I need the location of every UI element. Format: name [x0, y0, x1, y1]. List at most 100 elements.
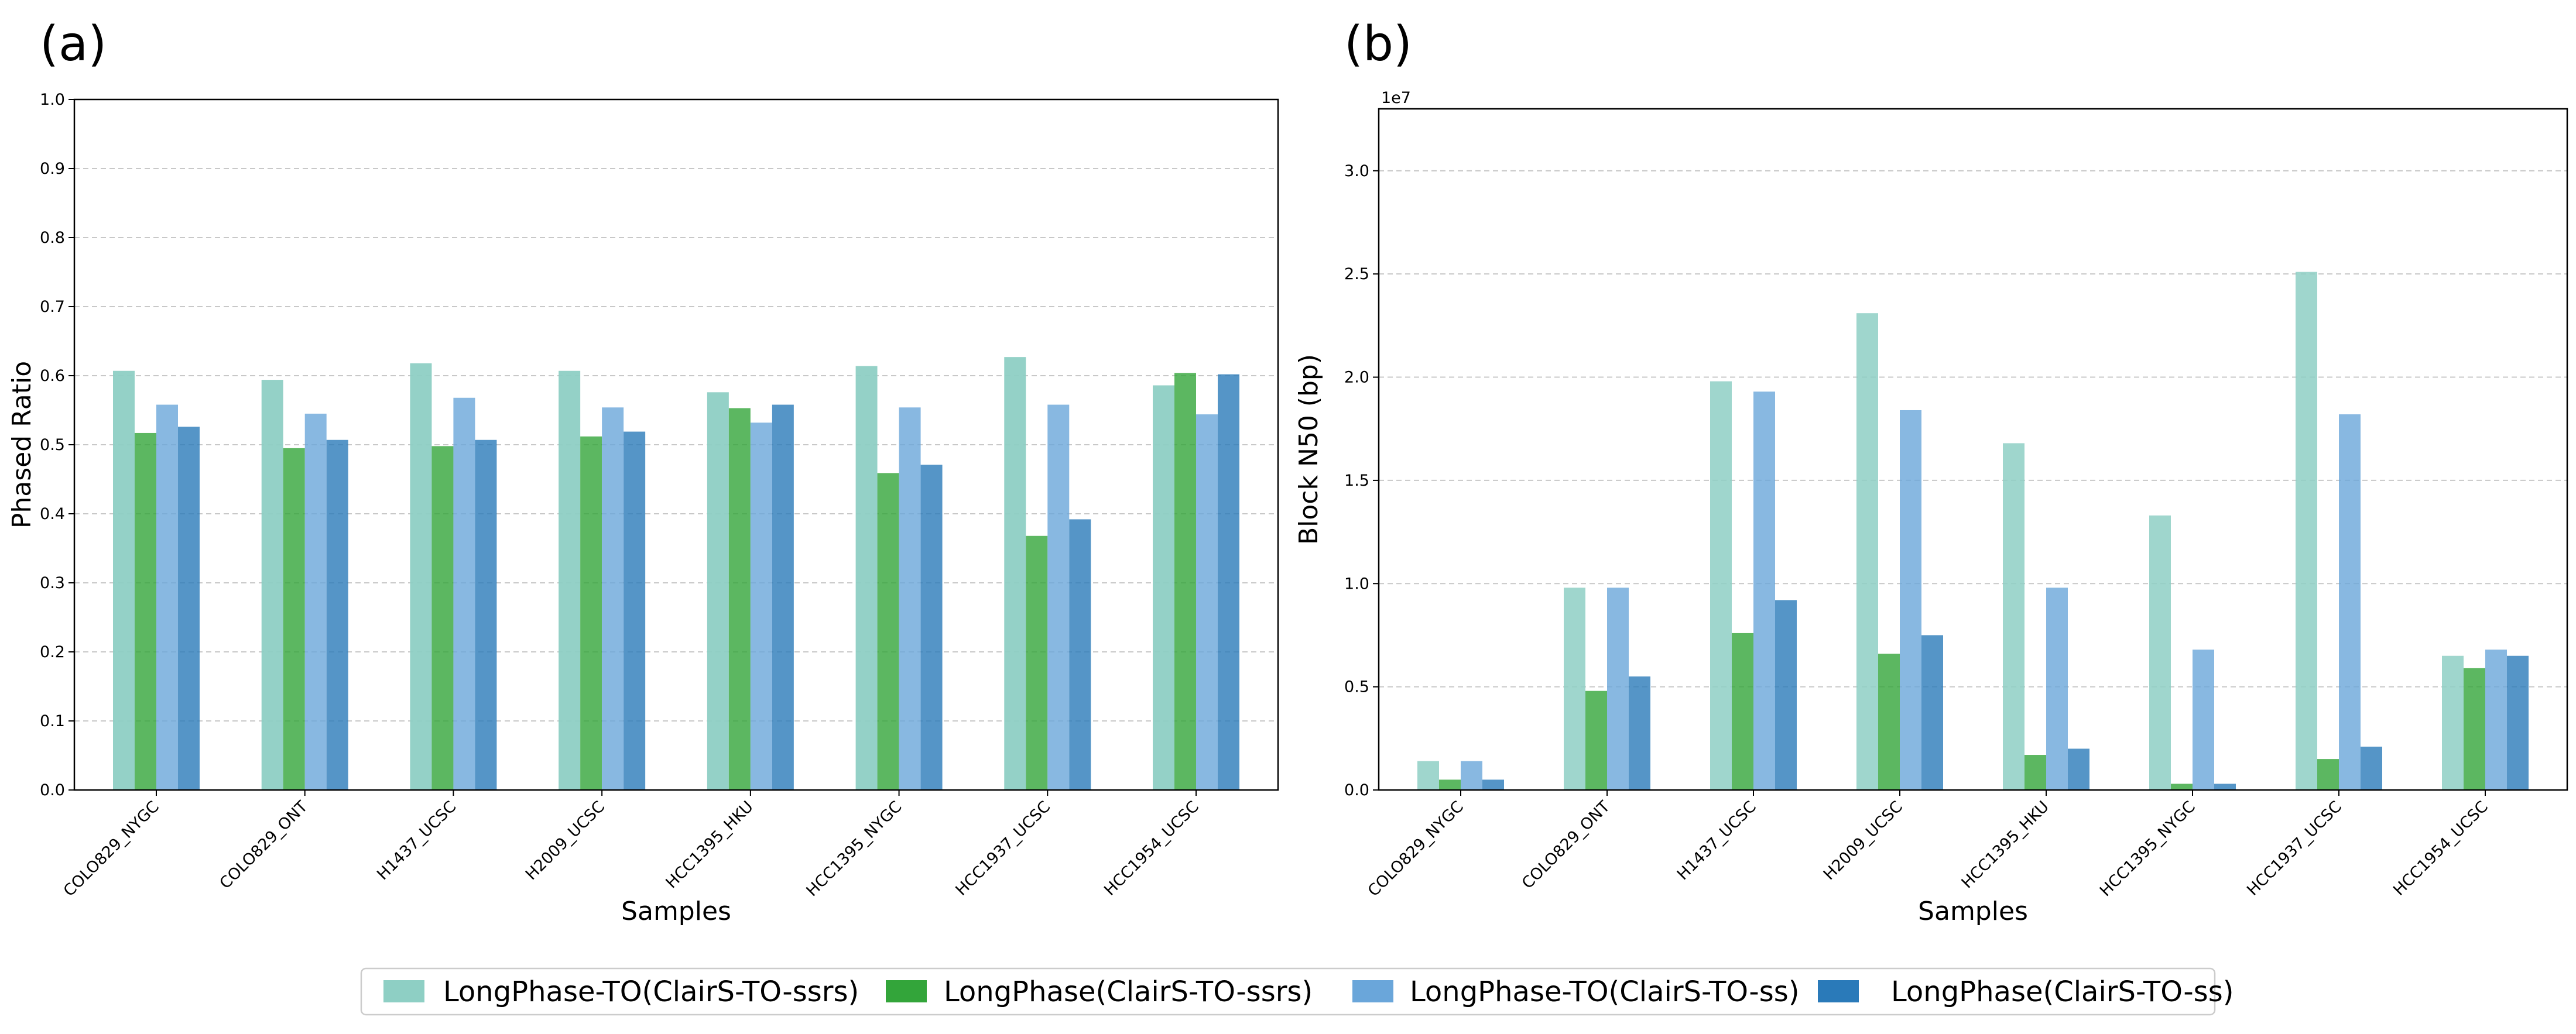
y-tick-label: 0.8 [40, 229, 65, 247]
bar-3-H2009_UCSC [1921, 635, 1943, 790]
bar-3-COLO829_NYGC [1482, 779, 1504, 790]
y-offset-label: 1e7 [1381, 89, 1411, 107]
legend-swatch-2 [1352, 980, 1393, 1002]
y-tick-label: 0.7 [40, 298, 65, 316]
bar-2-H2009_UCSC [602, 407, 624, 790]
bar-2-COLO829_NYGC [156, 404, 178, 790]
panel-label: (b) [1344, 16, 1412, 72]
bar-3-HCC1395_HKU [772, 404, 794, 790]
x-tick-label: H1437_UCSC [1674, 798, 1760, 884]
bar-3-HCC1395_NYGC [920, 465, 943, 790]
bar-1-COLO829_NYGC [135, 432, 156, 790]
bar-3-HCC1937_UCSC [1069, 519, 1091, 790]
x-tick-label: HCC1937_UCSC [2243, 798, 2345, 899]
bar-0-COLO829_NYGC [1417, 761, 1439, 790]
bar-1-H1437_UCSC [431, 446, 454, 790]
bar-2-COLO829_ONT [1607, 588, 1629, 790]
bar-2-HCC1954_UCSC [2485, 650, 2507, 790]
bar-1-COLO829_NYGC [1439, 779, 1461, 790]
y-tick-label: 0.1 [40, 712, 65, 730]
bar-0-COLO829_ONT [261, 380, 283, 790]
x-tick-label: H2009_UCSC [522, 798, 608, 884]
x-tick-label: HCC1954_UCSC [2390, 798, 2492, 899]
x-tick-label: HCC1937_UCSC [952, 798, 1054, 899]
bar-2-HCC1395_NYGC [2193, 650, 2214, 790]
y-tick-label: 0.2 [40, 643, 65, 661]
bar-3-COLO829_ONT [326, 439, 348, 790]
x-tick-label: COLO829_NYGC [1365, 798, 1467, 900]
bar-0-H2009_UCSC [559, 370, 581, 790]
y-tick-label: 1.0 [1344, 575, 1369, 593]
y-tick-label: 0.3 [40, 574, 65, 592]
x-tick-label: COLO829_NYGC [60, 798, 163, 900]
bar-2-COLO829_NYGC [1461, 761, 1482, 790]
panel-b-chart: (b) 0.0 0.5 1.0 1.5 2.0 2.5 3.0 1e7 COLO829_NYGC C… [1294, 16, 2568, 926]
bar-3-HCC1395_HKU [2068, 748, 2089, 790]
bar-2-HCC1937_UCSC [1047, 404, 1070, 790]
y-tick-label: 0.9 [40, 160, 65, 178]
bar-0-H1437_UCSC [410, 363, 432, 790]
y-tick-label: 0.5 [1344, 678, 1369, 696]
x-tick-label: HCC1395_NYGC [803, 798, 905, 900]
legend-swatch-1 [886, 980, 927, 1002]
legend-swatch-3 [1818, 980, 1859, 1002]
x-tick-label: H2009_UCSC [1820, 798, 1906, 884]
x-tick-label: COLO829_ONT [216, 798, 311, 893]
bar-1-HCC1395_HKU [2025, 755, 2046, 790]
bar-0-HCC1395_HKU [707, 392, 729, 790]
y-tick-label: 1.0 [40, 91, 65, 109]
legend: LongPhase-TO(ClairS-TO-ssrs) LongPhase(C… [360, 967, 2234, 1016]
y-axis-title: Block N50 (bp) [1294, 354, 1324, 545]
bar-3-H1437_UCSC [1775, 600, 1797, 790]
bar-1-HCC1954_UCSC [2464, 668, 2485, 790]
bar-3-HCC1954_UCSC [1218, 374, 1239, 790]
x-tick-label: HCC1395_HKU [662, 798, 756, 892]
axes-frame [1378, 108, 2568, 791]
y-tick-label: 0.0 [1344, 781, 1369, 799]
bar-0-COLO829_ONT [1564, 588, 1585, 790]
bar-3-HCC1954_UCSC [2507, 655, 2529, 790]
y-axis-title: Phased Ratio [7, 361, 37, 528]
y-tick-label: 3.0 [1344, 162, 1369, 180]
legend-label-0: LongPhase-TO(ClairS-TO-ssrs) [443, 975, 859, 1008]
bar-0-HCC1954_UCSC [1153, 385, 1174, 790]
bar-2-HCC1954_UCSC [1196, 414, 1218, 790]
y-tick-label: 0.4 [40, 505, 65, 523]
bar-0-HCC1395_NYGC [855, 366, 878, 790]
bar-1-HCC1954_UCSC [1174, 373, 1196, 790]
bar-0-H2009_UCSC [1856, 313, 1878, 790]
bar-2-HCC1395_NYGC [899, 407, 921, 790]
x-axis-title: Samples [1918, 896, 2028, 926]
y-tick-label: 2.5 [1344, 265, 1369, 283]
bar-0-HCC1937_UCSC [2296, 272, 2317, 790]
bar-3-HCC1937_UCSC [2361, 746, 2382, 790]
bar-2-COLO829_ONT [304, 413, 327, 790]
y-tick-label: 0.5 [40, 436, 65, 454]
bar-0-HCC1937_UCSC [1004, 357, 1026, 790]
bar-1-COLO829_ONT [1585, 691, 1607, 790]
x-tick-label: HCC1395_HKU [1958, 798, 2053, 892]
bar-1-HCC1395_HKU [728, 408, 751, 790]
bar-1-COLO829_ONT [283, 448, 305, 790]
bar-2-H1437_UCSC [453, 397, 475, 790]
bar-2-H1437_UCSC [1753, 391, 1775, 790]
bar-1-HCC1395_NYGC [2171, 784, 2193, 790]
x-tick-label: COLO829_ONT [1519, 798, 1614, 893]
bar-1-HCC1395_NYGC [877, 473, 899, 790]
bar-1-H1437_UCSC [1732, 633, 1753, 790]
bar-3-COLO829_ONT [1629, 676, 1650, 790]
x-axis-title: Samples [621, 896, 731, 926]
x-tick-label: H1437_UCSC [374, 798, 460, 884]
bar-2-H2009_UCSC [1900, 410, 1921, 790]
legend-label-3: LongPhase(ClairS-TO-ss) [1891, 975, 2234, 1008]
bar-2-HCC1395_HKU [2046, 588, 2068, 790]
bar-0-HCC1395_NYGC [2149, 515, 2171, 790]
bar-1-H2009_UCSC [580, 436, 602, 790]
bar-0-COLO829_NYGC [113, 370, 135, 790]
bar-3-H2009_UCSC [624, 431, 646, 790]
y-tick-label: 0.6 [40, 367, 65, 385]
bar-2-HCC1395_HKU [750, 422, 772, 790]
bar-3-H1437_UCSC [475, 439, 497, 790]
y-tick-label: 2.0 [1344, 369, 1369, 387]
